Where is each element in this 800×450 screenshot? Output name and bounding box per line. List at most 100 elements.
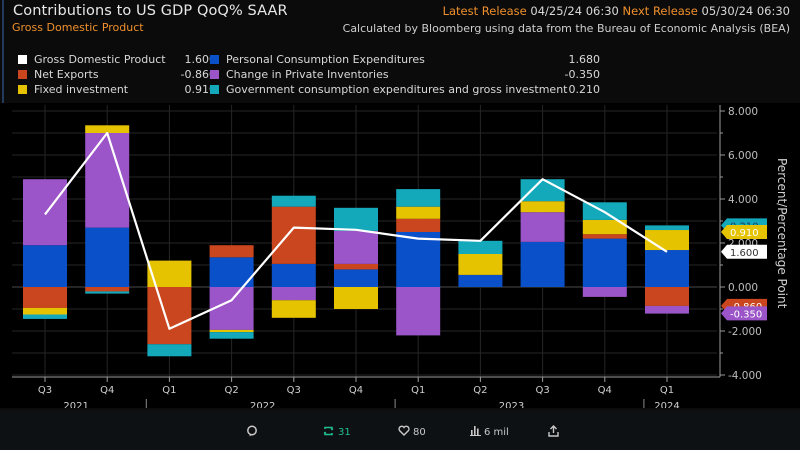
x-tick-label: Q4 xyxy=(349,385,363,396)
last-value-tag: -0.350 xyxy=(721,306,767,321)
x-tick-label: Q2 xyxy=(473,385,487,396)
bar-segment xyxy=(85,227,130,287)
x-tick-label: Q2 xyxy=(224,385,238,396)
source-note: Calculated by Bloomberg using data from … xyxy=(342,22,790,35)
x-tick-label: Q3 xyxy=(535,385,549,396)
y-tick-label: 4.000 xyxy=(728,194,758,206)
y-tick-label: -4.000 xyxy=(728,370,762,382)
bar-segment xyxy=(582,219,627,235)
legend-value: 1.680 xyxy=(568,53,601,66)
legend-value: -0.350 xyxy=(564,68,600,81)
legend-label: Fixed investment xyxy=(34,83,129,96)
bar-segment xyxy=(23,314,67,319)
bar-segment xyxy=(582,287,627,297)
retweet-icon xyxy=(323,425,335,440)
bar-segment xyxy=(458,274,503,287)
bar-segment xyxy=(520,212,565,242)
chart-panel: Contributions to US GDP QoQ% SAAR Gross … xyxy=(0,0,800,413)
bar-segment xyxy=(23,307,67,315)
bar-segment xyxy=(520,241,565,287)
bar-segment xyxy=(582,234,627,239)
year-label: 2022 xyxy=(250,401,275,408)
x-tick-label: Q4 xyxy=(598,385,612,396)
next-release-value: 05/30/24 06:30 xyxy=(701,4,790,18)
legend-label: Net Exports xyxy=(34,68,99,81)
tag-label: -0.350 xyxy=(730,309,762,320)
tag-shape xyxy=(721,244,767,259)
x-tick-label: Q3 xyxy=(38,385,52,396)
legend-value: 0.210 xyxy=(568,83,601,96)
bar-segment xyxy=(271,206,316,264)
legend-value: 0.910 xyxy=(184,83,217,96)
bar-segment xyxy=(645,250,689,287)
last-value-tag: 1.600 xyxy=(721,244,767,259)
year-label: 2023 xyxy=(499,401,524,408)
share-button[interactable] xyxy=(548,425,559,440)
y-tick-label: -2.000 xyxy=(728,326,762,338)
legend-swatch xyxy=(210,70,219,79)
bar-segment xyxy=(209,287,254,330)
legend-label: Change in Private Inventories xyxy=(226,68,389,81)
like-button[interactable]: 80 xyxy=(398,425,426,439)
bar-segment xyxy=(582,238,627,287)
y-tick-label: 8.000 xyxy=(728,106,758,118)
bar-segment xyxy=(271,263,316,287)
x-tick-label: Q1 xyxy=(411,385,425,396)
bar-segment xyxy=(85,287,130,292)
last-value-tag: 0.910 xyxy=(721,225,767,239)
tag-label: 0.910 xyxy=(730,228,759,239)
legend-swatch xyxy=(18,55,27,64)
views-button[interactable]: 6 mil xyxy=(470,425,509,439)
tag-label: 1.600 xyxy=(730,248,759,259)
bar-segment xyxy=(396,189,441,207)
bar-segment xyxy=(271,195,316,207)
legend-label: Personal Consumption Expenditures xyxy=(226,53,425,66)
bar-segment xyxy=(396,218,441,232)
bar-segment xyxy=(645,305,689,314)
x-tick-label: Q1 xyxy=(660,385,674,396)
year-label: 2024 xyxy=(654,401,679,408)
views-count: 6 mil xyxy=(484,426,509,438)
chart-title: Contributions to US GDP QoQ% SAAR xyxy=(13,3,288,19)
bar-segment xyxy=(396,206,441,219)
bar-segment xyxy=(334,207,378,231)
legend-swatch xyxy=(210,85,219,94)
release-info: Latest Release 04/25/24 06:30 Next Relea… xyxy=(443,4,790,18)
bar-segment xyxy=(520,201,565,213)
legend-value: 1.600 xyxy=(184,53,217,66)
bar-segment xyxy=(23,179,67,246)
bar-segment xyxy=(396,232,441,287)
heart-icon xyxy=(398,425,410,439)
legend-value: -0.860 xyxy=(180,68,216,81)
tag-shape xyxy=(721,306,767,321)
bar-segment xyxy=(458,240,503,254)
latest-release-label: Latest Release xyxy=(442,4,527,18)
bar-segment xyxy=(396,287,441,336)
bar-segment xyxy=(458,254,503,275)
bar-segment xyxy=(85,125,130,133)
bar-segment xyxy=(147,344,192,357)
bar-segment xyxy=(23,245,67,287)
legend-swatch xyxy=(18,85,27,94)
views-icon xyxy=(470,425,481,439)
bar-segment xyxy=(85,291,130,294)
bar-segment xyxy=(334,269,378,287)
y-tick-label: 0.000 xyxy=(728,282,758,294)
legend-label: Government consumption expenditures and … xyxy=(226,83,568,96)
x-tick-label: Q1 xyxy=(162,385,176,396)
x-tick-label: Q3 xyxy=(287,385,301,396)
x-tick-label: Q4 xyxy=(100,385,114,396)
next-release-label: Next Release xyxy=(622,4,698,18)
year-label: 2021 xyxy=(63,401,88,408)
bar-segment xyxy=(209,245,254,258)
bars xyxy=(23,125,689,357)
legend-swatch xyxy=(18,70,27,79)
retweet-count: 31 xyxy=(338,427,351,438)
bar-segment xyxy=(334,230,378,264)
reply-button[interactable] xyxy=(246,425,258,440)
chart-subtitle[interactable]: Gross Domestic Product xyxy=(12,21,144,34)
bar-segment xyxy=(271,300,316,318)
retweet-button[interactable]: 31 xyxy=(323,425,351,440)
